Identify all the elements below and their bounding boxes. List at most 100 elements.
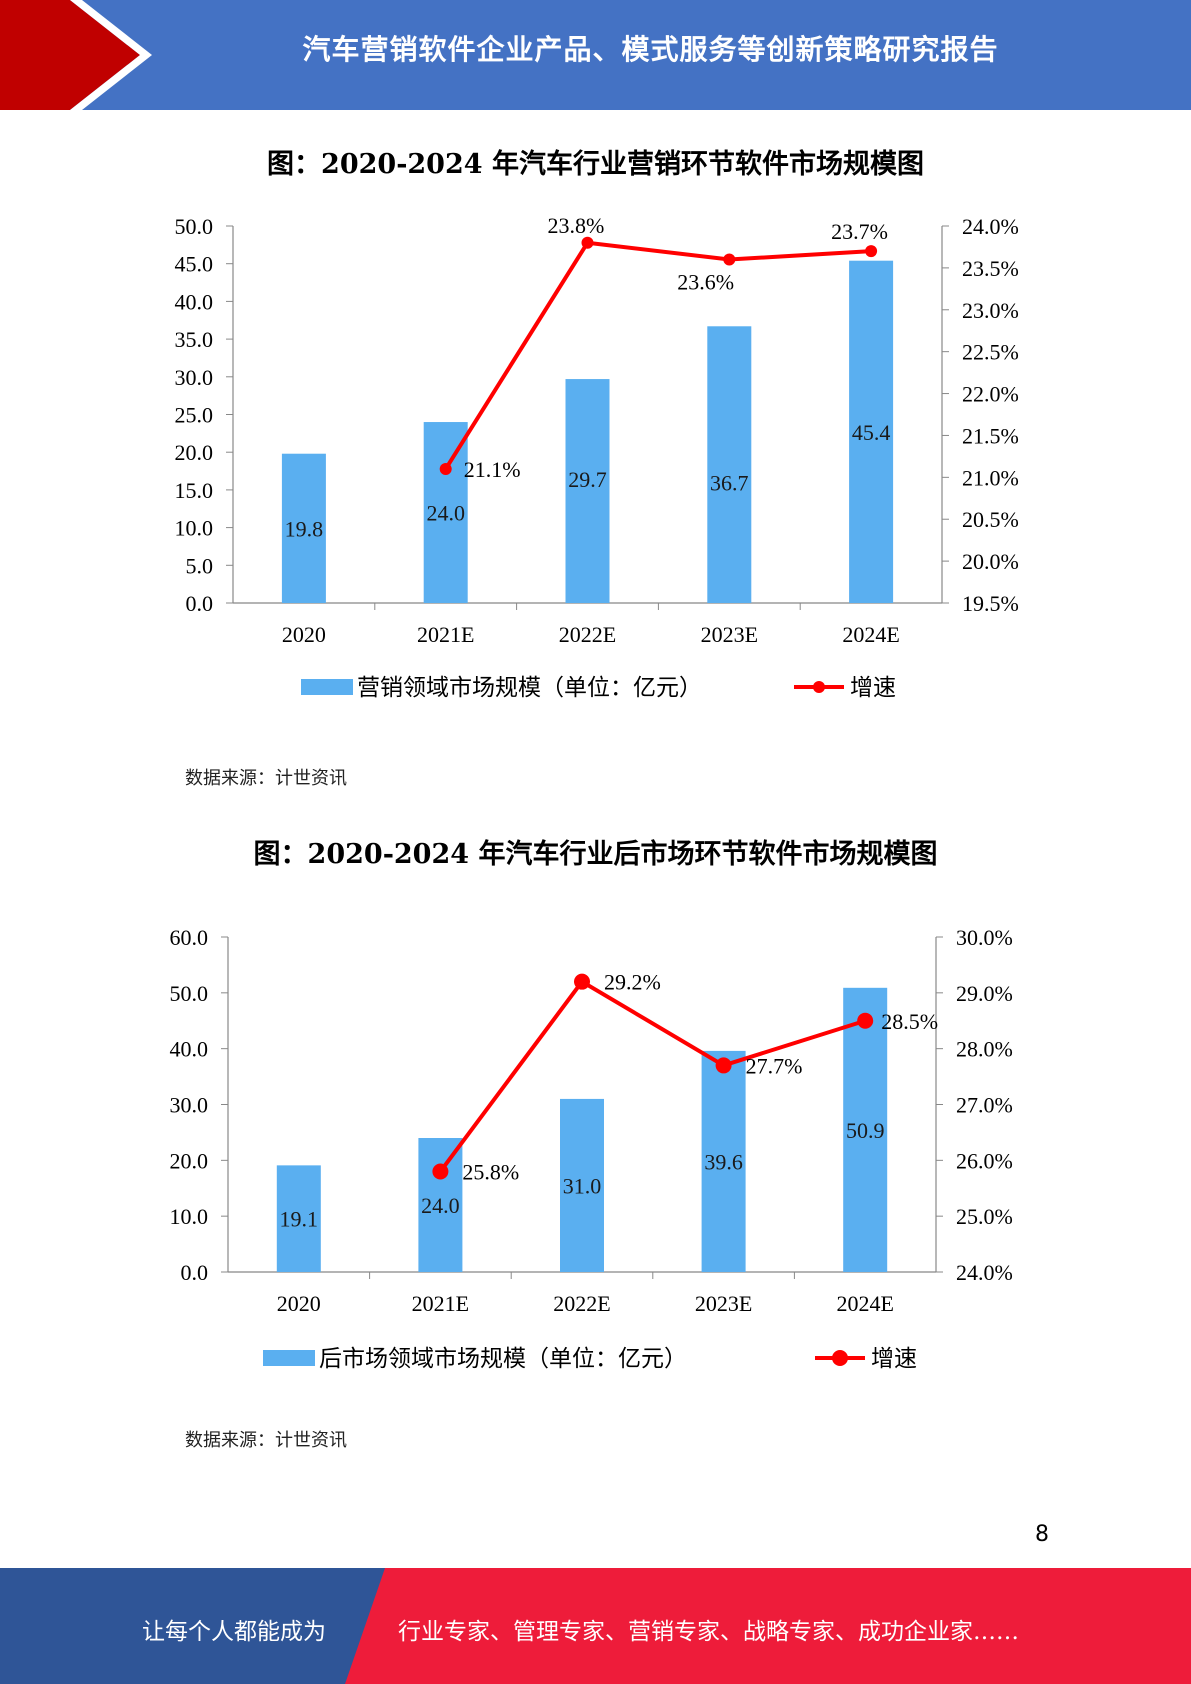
legend-bar-swatch (301, 679, 353, 695)
right-axis-tick-label: 19.5% (962, 591, 1019, 616)
right-axis-tick-label: 22.5% (962, 340, 1019, 365)
growth-rate-point (432, 1163, 449, 1180)
left-axis-tick-label: 30.0 (175, 365, 214, 390)
legend-line-marker (832, 1350, 848, 1366)
chart-2-aftermarket-software: 0.0 10.0 20.0 30.0 40.0 50.0 60.0 24.0% 25.0% 26.… (170, 925, 1013, 1372)
right-axis-tick-label: 23.5% (962, 256, 1019, 281)
chart-1-marketing-software: 0.0 5.0 10.0 15.0 20.0 25.0 30.0 35.0 40.0 45.0 50… (175, 213, 1019, 701)
left-axis-tick-label: 0.0 (181, 1260, 209, 1285)
report-header-banner: 汽车营销软件企业产品、模式服务等创新策略研究报告 (0, 0, 1191, 110)
bar-data-label: 36.7 (710, 471, 749, 496)
right-axis-tick-label: 23.0% (962, 298, 1019, 323)
growth-rate-point (581, 236, 594, 249)
left-axis-tick-label: 50.0 (175, 214, 214, 239)
footer-slogan-left: 让每个人都能成为 (142, 1619, 326, 1645)
right-axis-tick-label: 26.0% (956, 1148, 1013, 1173)
bar-data-label: 24.0 (421, 1193, 460, 1218)
left-axis-tick-label: 35.0 (175, 327, 214, 352)
x-axis-tick-label: 2021E (417, 622, 474, 647)
x-axis-tick-label: 2021E (412, 1291, 469, 1316)
growth-rate-label: 23.6% (677, 270, 734, 295)
left-axis-tick-label: 10.0 (170, 1204, 209, 1229)
left-axis-tick-label: 20.0 (175, 440, 214, 465)
left-axis-tick-label: 25.0 (175, 403, 214, 428)
growth-rate-point (865, 245, 878, 258)
growth-rate-label: 27.7% (746, 1053, 803, 1078)
growth-rate-point (723, 253, 736, 266)
right-axis-tick-label: 22.0% (962, 382, 1019, 407)
x-axis-tick-label: 2022E (553, 1291, 610, 1316)
chart-2-title: 图：2020-2024 年汽车行业后市场环节软件市场规模图 (253, 839, 938, 870)
left-axis-tick-label: 20.0 (170, 1148, 209, 1173)
bar-2022E (565, 379, 610, 603)
bar-data-label: 24.0 (426, 501, 465, 526)
x-axis-tick-label: 2020 (277, 1291, 321, 1316)
bar-2024E (849, 260, 894, 603)
right-axis-tick-label: 25.0% (956, 1204, 1013, 1229)
report-title: 汽车营销软件企业产品、模式服务等创新策略研究报告 (302, 33, 999, 66)
bar-2021E (418, 1138, 463, 1272)
x-axis-tick-label: 2023E (701, 622, 758, 647)
growth-rate-point (715, 1057, 732, 1074)
left-axis-tick-label: 40.0 (170, 1037, 209, 1062)
report-footer-banner (0, 1568, 1191, 1684)
x-axis-tick-label: 2022E (559, 622, 616, 647)
bar-data-label: 29.7 (568, 467, 607, 492)
x-axis-tick-label: 2023E (695, 1291, 752, 1316)
right-axis-tick-label: 28.0% (956, 1037, 1013, 1062)
right-axis-tick-label: 27.0% (956, 1093, 1013, 1118)
growth-rate-point (574, 973, 590, 990)
bar-2020 (276, 1165, 321, 1272)
legend-line-label: 增速 (871, 1346, 917, 1372)
bar-2023E (707, 326, 752, 603)
right-axis-tick-label: 20.0% (962, 549, 1019, 574)
bar-2020 (281, 453, 326, 603)
bar-data-label: 50.9 (846, 1118, 885, 1143)
right-axis-tick-label: 30.0% (956, 925, 1013, 950)
legend-bar-label: 营销领域市场规模（单位：亿元） (357, 675, 702, 701)
growth-rate-point (439, 462, 452, 475)
left-axis-tick-label: 0.0 (186, 591, 214, 616)
bar-data-label: 19.1 (280, 1207, 319, 1232)
chart-2-source: 数据来源：计世资讯 (185, 1430, 347, 1451)
page-number: 8 (1035, 1522, 1049, 1547)
bar-data-label: 39.6 (704, 1149, 743, 1174)
right-axis-tick-label: 20.5% (962, 507, 1019, 532)
bar-2021E (423, 422, 468, 603)
right-axis-tick-label: 21.0% (962, 465, 1019, 490)
bar-data-label: 31.0 (563, 1173, 602, 1198)
left-axis-tick-label: 30.0 (170, 1093, 209, 1118)
growth-rate-line (444, 240, 872, 471)
legend-bar-swatch (263, 1350, 315, 1366)
bar-2023E (701, 1050, 746, 1272)
right-axis-tick-label: 24.0% (956, 1260, 1013, 1285)
growth-rate-label: 23.8% (548, 213, 605, 238)
chart-1-source: 数据来源：计世资讯 (185, 768, 347, 789)
bar-2022E (560, 1098, 604, 1272)
left-axis-tick-label: 40.0 (175, 289, 214, 314)
left-axis-tick-label: 15.0 (175, 478, 214, 503)
growth-rate-line (438, 979, 866, 1173)
growth-rate-label: 28.5% (881, 1009, 938, 1034)
bar-data-label: 45.4 (852, 420, 891, 445)
bar-data-label: 19.8 (285, 516, 324, 541)
chart-1-title: 图：2020-2024 年汽车行业营销环节软件市场规模图 (267, 149, 924, 180)
left-axis-tick-label: 45.0 (175, 252, 214, 277)
left-axis-tick-label: 50.0 (170, 981, 209, 1006)
bar-2024E (843, 987, 888, 1272)
left-axis-tick-label: 10.0 (175, 516, 214, 541)
header-chevron-decoration (0, 0, 152, 110)
x-axis-tick-label: 2020 (282, 622, 326, 647)
right-axis-tick-label: 29.0% (956, 981, 1013, 1006)
left-axis-tick-label: 60.0 (170, 925, 209, 950)
x-axis-tick-label: 2024E (842, 622, 899, 647)
growth-rate-point (857, 1012, 874, 1029)
right-axis-tick-label: 24.0% (962, 214, 1019, 239)
legend-bar-label: 后市场领域市场规模（单位：亿元） (319, 1346, 687, 1372)
footer-slogan-right: 行业专家、管理专家、营销专家、战略专家、成功企业家…… (398, 1619, 1019, 1645)
legend-line-label: 增速 (850, 675, 896, 701)
legend-line-marker (813, 681, 825, 693)
growth-rate-label: 21.1% (464, 457, 521, 482)
growth-rate-label: 25.8% (462, 1160, 519, 1185)
right-axis-tick-label: 21.5% (962, 423, 1019, 448)
